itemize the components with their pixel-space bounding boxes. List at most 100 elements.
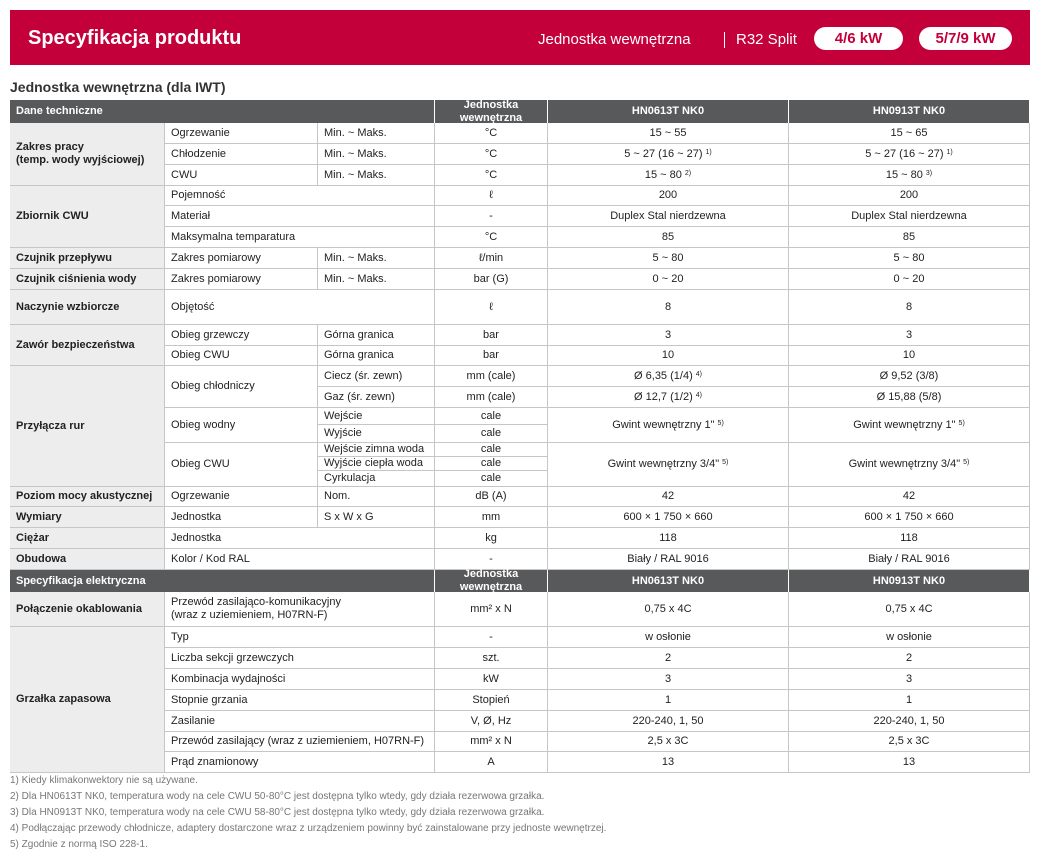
table-cell: Kombinacja wydajności [165,669,435,690]
table-cell: 85 [789,227,1030,248]
footnote-ref: 5) [963,459,970,466]
table-cell: Jednostka [165,528,435,549]
table-cell: mm² x N [435,732,548,752]
table-cell: Ogrzewanie [165,123,318,144]
table-cell: Obieg wodny [165,408,318,443]
table-cell: Duplex Stal nierdzewna [789,206,1030,227]
subtitle: Jednostka wewnętrzna [538,31,691,48]
table-cell: Wejście zimna woda [318,443,435,457]
cell-text: 5 ~ 27 (16 ~ 27) [865,147,944,160]
table-cell: 0 ~ 20 [789,269,1030,290]
table-cell: Obudowa [10,549,165,570]
header-cell: HN0913T NK0 [789,570,1030,592]
table-cell: Wejście [318,408,435,425]
table-cell: 1 [789,690,1030,711]
table-cell: Przewód zasilająco-komunikacyjny (wraz z… [165,592,435,627]
table-cell: - [435,206,548,227]
table-cell: mm [435,507,548,528]
table-cell: bar [435,346,548,366]
table-cell: 15 ~ 65 [789,123,1030,144]
table-cell: Naczynie wzbiorcze [10,290,165,325]
table-cell: Obieg chłodniczy [165,366,318,408]
badge: 4/6 kW [814,27,903,50]
table-cell: 3 [789,669,1030,690]
table-cell: Biały / RAL 9016 [789,549,1030,570]
footnote-ref: 1) [946,148,953,156]
header-cell: Specyfikacja elektryczna [10,570,435,592]
table-cell: Liczba sekcji grzewczych [165,648,435,669]
table-cell: Czujnik ciśnienia wody [10,269,165,290]
table-cell: Wyjście ciepła woda [318,457,435,471]
table-cell: Biały / RAL 9016 [548,549,789,570]
header-cell: Dane techniczne [10,100,435,123]
table-cell: Zawór bezpieczeństwa [10,325,165,366]
table-cell: kg [435,528,548,549]
footnote-ref: 1) [705,148,712,156]
badge: 5/7/9 kW [919,27,1012,50]
table-cell: Ciecz (śr. zewn) [318,366,435,387]
table-cell: 5 ~ 80 [548,248,789,269]
table-cell: dB (A) [435,487,548,507]
table-cell: 5 ~ 80 [789,248,1030,269]
table-cell: Ogrzewanie [165,487,318,507]
table-cell: cale [435,425,548,443]
table-cell: 220-240, 1, 50 [548,711,789,732]
table-cell: Czujnik przepływu [10,248,165,269]
cell-text: 5 ~ 27 (16 ~ 27) [624,147,703,160]
header-cell: HN0913T NK0 [789,100,1030,123]
table-cell: 2,5 x 3C [548,732,789,752]
table-cell: Ø 12,7 (1/2) 4) [548,387,789,408]
footnote-ref: 5) [958,419,965,427]
table-cell: S x W x G [318,507,435,528]
table-cell: V, Ø, Hz [435,711,548,732]
table-cell: °C [435,227,548,248]
cell-text: 15 ~ 80 [644,168,682,181]
table-cell: 10 [548,346,789,366]
table-cell: Prąd znamionowy [165,752,435,773]
table-cell: Górna granica [318,346,435,366]
table-cell: mm² x N [435,592,548,627]
header-cell: HN0613T NK0 [548,100,789,123]
table-cell: cale [435,457,548,471]
table-cell: Min. ~ Maks. [318,269,435,290]
table-cell: 1 [548,690,789,711]
table-cell: Materiał [165,206,435,227]
table-cell: 85 [548,227,789,248]
table-cell: ℓ/min [435,248,548,269]
table-cell: 2 [548,648,789,669]
table-cell: Obieg CWU [165,346,318,366]
table-cell: 42 [789,487,1030,507]
cell-text: Ø 12,7 (1/2) [634,390,693,403]
footnote: 2) Dla HN0613T NK0, temperatura wody na … [10,791,545,802]
table-cell: °C [435,123,548,144]
table-cell: 220-240, 1, 50 [789,711,1030,732]
table-cell: mm (cale) [435,366,548,387]
cell-text: Gwint wewnętrzny 1" [853,418,956,431]
table-cell: Cyrkulacja [318,471,435,487]
cell-text: Ø 6,35 (1/4) [634,369,693,382]
table-cell: Chłodzenie [165,144,318,165]
table-cell: 0,75 x 4C [548,592,789,627]
table-cell: A [435,752,548,773]
table-cell: Typ [165,627,435,648]
table-cell: w osłonie [789,627,1030,648]
table-cell: Poziom mocy akustycznej [10,487,165,507]
table-cell: Połączenie okablowania [10,592,165,627]
table-cell: Ø 15,88 (5/8) [789,387,1030,408]
cell-text: Gwint wewnętrzny 3/4" [607,458,720,470]
table-cell: Ciężar [10,528,165,549]
table-cell: 3 [789,325,1030,346]
table-cell: 13 [789,752,1030,773]
table-cell: 10 [789,346,1030,366]
table-cell: bar [435,325,548,346]
table-cell: 42 [548,487,789,507]
table-cell: mm (cale) [435,387,548,408]
cell-text: Gwint wewnętrzny 1" [612,418,715,431]
table-cell: 200 [789,186,1030,206]
table-cell: Ø 6,35 (1/4) 4) [548,366,789,387]
footnote: 4) Podłączając przewody chłodnicze, adap… [10,823,607,834]
table-cell: w osłonie [548,627,789,648]
table-cell: Min. ~ Maks. [318,248,435,269]
table-cell: 118 [548,528,789,549]
